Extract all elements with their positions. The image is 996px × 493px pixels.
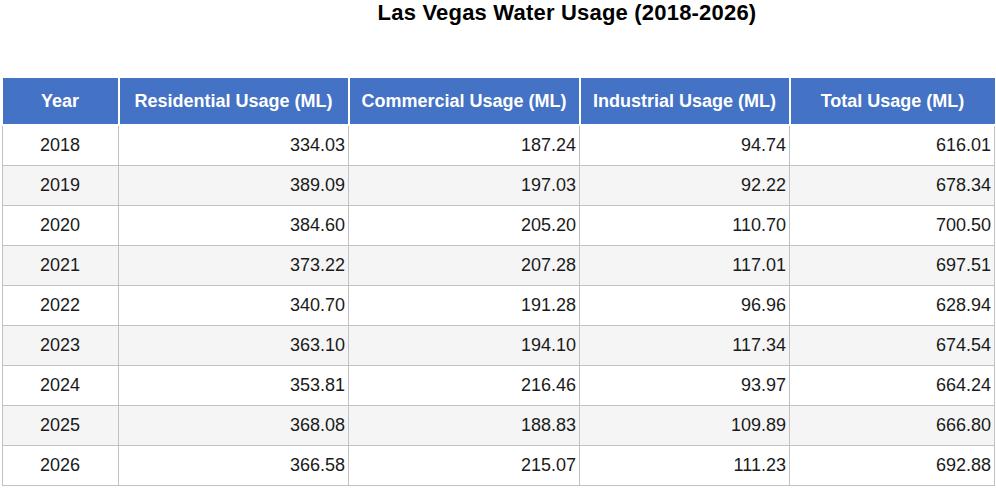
cell-commercial-usage: 216.46	[349, 365, 580, 405]
table-body: 2018334.03187.2494.74616.012019389.09197…	[3, 125, 995, 485]
column-header-residential-usage: Residential Usage (ML)	[119, 78, 349, 125]
cell-year: 2025	[3, 405, 119, 445]
table-row-2026: 2026366.58215.07111.23692.88	[3, 445, 995, 485]
cell-commercial-usage: 188.83	[349, 405, 580, 445]
table-row-2018: 2018334.03187.2494.74616.01	[3, 125, 995, 165]
cell-total-usage: 616.01	[790, 125, 995, 165]
cell-year: 2018	[3, 125, 119, 165]
cell-industrial-usage: 109.89	[580, 405, 790, 445]
cell-industrial-usage: 92.22	[580, 165, 790, 205]
column-header-year: Year	[3, 78, 119, 125]
page: Las Vegas Water Usage (2018-2026) YearRe…	[0, 0, 996, 493]
cell-residential-usage: 334.03	[119, 125, 349, 165]
cell-commercial-usage: 197.03	[349, 165, 580, 205]
table-row-2024: 2024353.81216.4693.97664.24	[3, 365, 995, 405]
cell-commercial-usage: 215.07	[349, 445, 580, 485]
cell-residential-usage: 389.09	[119, 165, 349, 205]
cell-industrial-usage: 94.74	[580, 125, 790, 165]
cell-commercial-usage: 207.28	[349, 245, 580, 285]
cell-total-usage: 678.34	[790, 165, 995, 205]
cell-residential-usage: 340.70	[119, 285, 349, 325]
cell-industrial-usage: 117.34	[580, 325, 790, 365]
table-header: YearResidential Usage (ML)Commercial Usa…	[3, 78, 995, 125]
cell-year: 2020	[3, 205, 119, 245]
table-row-2021: 2021373.22207.28117.01697.51	[3, 245, 995, 285]
cell-total-usage: 697.51	[790, 245, 995, 285]
page-title: Las Vegas Water Usage (2018-2026)	[0, 0, 996, 26]
table-row-2022: 2022340.70191.2896.96628.94	[3, 285, 995, 325]
table-row-2019: 2019389.09197.0392.22678.34	[3, 165, 995, 205]
cell-residential-usage: 366.58	[119, 445, 349, 485]
cell-residential-usage: 368.08	[119, 405, 349, 445]
cell-year: 2024	[3, 365, 119, 405]
column-header-industrial-usage: Industrial Usage (ML)	[580, 78, 790, 125]
water-usage-table: YearResidential Usage (ML)Commercial Usa…	[2, 78, 995, 486]
cell-year: 2021	[3, 245, 119, 285]
cell-total-usage: 700.50	[790, 205, 995, 245]
table-row-2023: 2023363.10194.10117.34674.54	[3, 325, 995, 365]
cell-industrial-usage: 117.01	[580, 245, 790, 285]
cell-year: 2023	[3, 325, 119, 365]
cell-year: 2022	[3, 285, 119, 325]
cell-commercial-usage: 194.10	[349, 325, 580, 365]
cell-industrial-usage: 96.96	[580, 285, 790, 325]
cell-year: 2019	[3, 165, 119, 205]
column-header-commercial-usage: Commercial Usage (ML)	[349, 78, 580, 125]
cell-total-usage: 692.88	[790, 445, 995, 485]
cell-commercial-usage: 187.24	[349, 125, 580, 165]
cell-industrial-usage: 93.97	[580, 365, 790, 405]
cell-residential-usage: 363.10	[119, 325, 349, 365]
cell-total-usage: 664.24	[790, 365, 995, 405]
cell-total-usage: 674.54	[790, 325, 995, 365]
column-header-total-usage: Total Usage (ML)	[790, 78, 995, 125]
header-row: YearResidential Usage (ML)Commercial Usa…	[3, 78, 995, 125]
cell-residential-usage: 384.60	[119, 205, 349, 245]
cell-industrial-usage: 111.23	[580, 445, 790, 485]
table-row-2025: 2025368.08188.83109.89666.80	[3, 405, 995, 445]
cell-year: 2026	[3, 445, 119, 485]
cell-residential-usage: 353.81	[119, 365, 349, 405]
cell-industrial-usage: 110.70	[580, 205, 790, 245]
cell-commercial-usage: 205.20	[349, 205, 580, 245]
cell-total-usage: 666.80	[790, 405, 995, 445]
cell-residential-usage: 373.22	[119, 245, 349, 285]
table-row-2020: 2020384.60205.20110.70700.50	[3, 205, 995, 245]
cell-commercial-usage: 191.28	[349, 285, 580, 325]
cell-total-usage: 628.94	[790, 285, 995, 325]
